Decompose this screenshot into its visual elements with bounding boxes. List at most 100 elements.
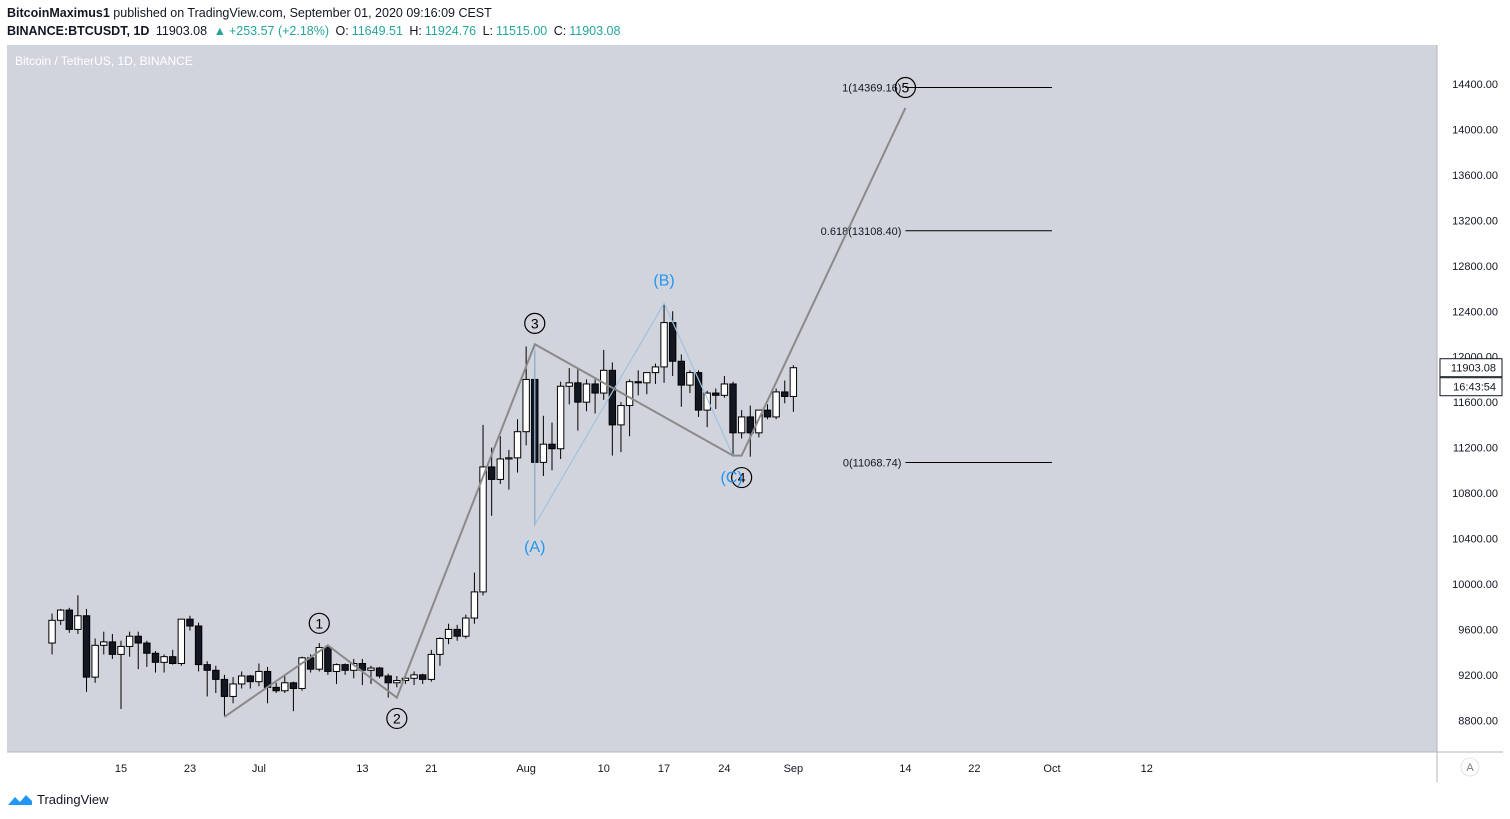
wave-label-circle (731, 466, 753, 489)
candle-body (746, 416, 754, 434)
x-tick-label: 10 (598, 763, 610, 775)
candle-body (48, 619, 56, 644)
symbol-label: BINANCE:BTCUSDT, 1D (7, 24, 150, 38)
y-tick-label: 14400.00 (1452, 79, 1498, 91)
y-tick-labels: 14400.00 14000.00 13600.00 13200.00 12800.00… (1452, 79, 1498, 727)
ohlc-line: BINANCE:BTCUSDT, 1D 11903.08 ▲ +253.57 (+… (7, 22, 1497, 40)
candle-body (565, 382, 573, 387)
close-value: 11903.08 (569, 24, 621, 38)
y-tick-label: 11200.00 (1453, 443, 1498, 455)
countdown-badge (1439, 377, 1503, 397)
candle-body (763, 409, 772, 418)
candle-body (220, 678, 229, 697)
fibonacci-levels: 1(14369.16) 0.618(13108.40) 0(11068.74) (821, 83, 1052, 470)
author-name[interactable]: BitcoinMaximus1 (7, 6, 110, 20)
candle-body (74, 615, 82, 630)
candle-body (177, 618, 186, 664)
y-tick-label: 9200.00 (1458, 670, 1498, 682)
last-price-badge (1439, 358, 1503, 378)
candle-body (462, 617, 470, 637)
price-badges: 11903.08 16:43:54 (1439, 358, 1503, 397)
axis-mode-label[interactable]: A (1466, 762, 1474, 774)
last-price: 11903.08 (155, 24, 208, 38)
candle-body (186, 618, 194, 627)
wave-labels: 1 2 3 4 5 (A) (B) (C) (308, 76, 917, 730)
candle-body (212, 669, 220, 680)
candle-body (643, 372, 651, 384)
axis-mode-circle[interactable] (1460, 757, 1480, 777)
y-tick-label: 13200.00 (1452, 215, 1498, 227)
candle-body (634, 381, 642, 384)
candle-body (574, 382, 582, 403)
axis-mode-button[interactable]: A (1460, 757, 1480, 777)
candle-body (289, 682, 298, 689)
candle-body (169, 656, 177, 664)
candle-body (108, 641, 117, 655)
abc-label: (B) (653, 272, 674, 289)
x-tick-labels: 15 23 Jul 13 21 Aug 10 17 24 Sep 14 22 Oct 12 (115, 763, 1153, 775)
x-tick-label: 14 (899, 763, 911, 775)
candle-body (203, 664, 211, 671)
x-tick-label: 15 (115, 763, 127, 775)
time-axis[interactable] (7, 752, 1437, 782)
fib-level-label: 1(14369.16) (842, 83, 901, 95)
wave-label-circle (894, 76, 917, 99)
candle-body (548, 443, 556, 450)
y-tick-label: 13600.00 (1452, 170, 1498, 182)
candle-body (513, 431, 522, 459)
candle-body (556, 385, 565, 450)
candle-body (367, 667, 375, 671)
candle-body (143, 642, 151, 654)
x-tick-label: 23 (184, 763, 196, 775)
candle-body (255, 670, 263, 683)
chart-header: BitcoinMaximus1 published on TradingView… (7, 4, 1497, 40)
footer: TradingView (7, 792, 109, 807)
price-change: +253.57 (+2.18%) (228, 24, 330, 38)
candle-body (246, 675, 255, 683)
x-tick-label: 21 (425, 763, 437, 775)
wave-label: 3 (531, 315, 539, 331)
candle-body (582, 383, 591, 403)
candle-body (65, 609, 73, 630)
candle-body (341, 664, 349, 671)
y-tick-label: 10400.00 (1452, 534, 1498, 546)
candle-body (444, 628, 453, 639)
y-tick-label: 10800.00 (1452, 488, 1498, 500)
candle-body (781, 391, 789, 397)
candle-body (125, 635, 134, 647)
x-tick-label: Sep (784, 763, 804, 775)
candle-body (686, 372, 694, 386)
open-label: O: (335, 24, 349, 38)
open-value: 11649.51 (351, 24, 403, 38)
candle-body (375, 667, 384, 677)
candle-body (712, 392, 720, 396)
chart-background (7, 45, 1437, 752)
y-tick-label: 9600.00 (1458, 624, 1498, 636)
low-value: 11515.00 (496, 24, 548, 38)
price-axis[interactable] (1437, 45, 1503, 752)
footer-brand: TradingView (37, 792, 109, 807)
candle-body (436, 637, 444, 655)
candle-body (660, 322, 668, 368)
candle-body (496, 458, 504, 480)
candle-body (410, 674, 418, 679)
high-label: H: (409, 24, 422, 38)
candle-body (737, 416, 746, 434)
candle-body (134, 635, 142, 644)
y-tick-label: 12800.00 (1452, 261, 1498, 273)
wave-label: 1 (315, 615, 323, 631)
candle-body (151, 652, 160, 663)
y-tick-label: 8800.00 (1458, 715, 1498, 727)
candle-body (651, 366, 660, 374)
abc-label: (C) (721, 470, 743, 487)
low-label: L: (482, 24, 494, 38)
candle-body (453, 628, 461, 637)
candle-body (729, 383, 737, 434)
x-tick-label: 22 (968, 763, 980, 775)
candle-body (272, 686, 280, 692)
candle-body (117, 645, 125, 655)
candle-body (298, 657, 306, 689)
candle-body (393, 680, 401, 684)
candle-body (332, 664, 341, 672)
